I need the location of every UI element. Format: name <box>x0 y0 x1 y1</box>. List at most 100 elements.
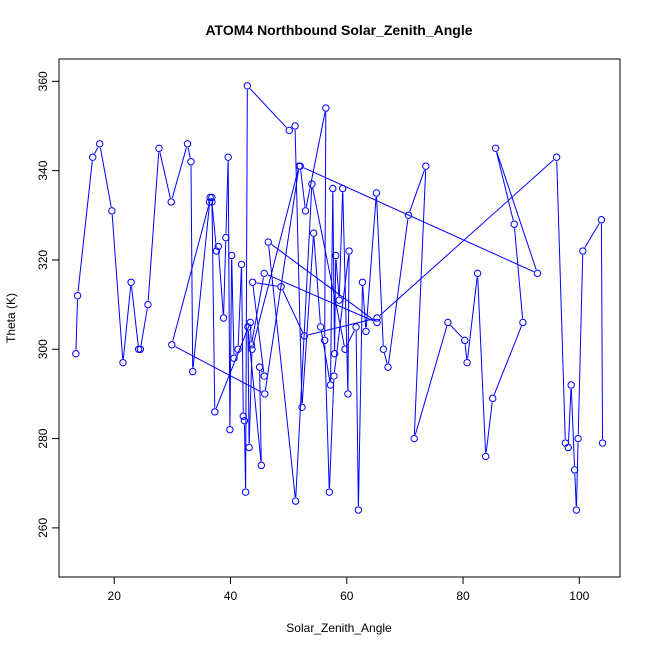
data-point <box>189 367 197 376</box>
series-segment <box>122 286 132 359</box>
data-point <box>362 327 370 336</box>
x-tick-label: 20 <box>108 589 122 603</box>
x-tick-label: 80 <box>456 589 470 603</box>
data-point <box>119 358 127 367</box>
data-point <box>422 162 430 170</box>
data-point <box>224 153 232 161</box>
data-point <box>211 408 219 416</box>
series-segment <box>355 330 359 507</box>
series-segment <box>600 223 604 440</box>
data-point <box>533 269 542 278</box>
data-point <box>572 506 581 514</box>
data-point <box>226 425 234 434</box>
series-segment <box>467 277 478 359</box>
series-segment <box>338 192 344 297</box>
data-point <box>325 488 334 496</box>
series-segment <box>414 326 448 435</box>
data-point <box>208 198 216 206</box>
series-segment <box>312 187 345 346</box>
data-point <box>212 247 221 255</box>
series-segment <box>388 219 409 364</box>
data-point <box>482 452 490 461</box>
data-point <box>205 198 214 206</box>
data-point <box>354 506 363 514</box>
series-segment <box>332 192 336 350</box>
data-point <box>567 381 575 389</box>
series-segment <box>496 152 514 221</box>
data-point <box>240 417 249 425</box>
series-segment <box>295 188 313 498</box>
data-point <box>277 283 285 291</box>
series-segment <box>514 228 524 319</box>
series-segment <box>328 380 335 489</box>
series-segment <box>308 318 374 336</box>
series-segment <box>584 222 600 248</box>
series-segment <box>409 169 425 212</box>
data-point <box>255 363 264 371</box>
data-point <box>301 207 310 215</box>
data-point <box>248 278 257 286</box>
data-point <box>444 318 452 327</box>
series-segment <box>282 290 304 333</box>
data-point <box>491 144 500 153</box>
series-segment <box>570 388 575 466</box>
data-point <box>519 318 527 327</box>
data-point <box>248 345 256 353</box>
series-segment <box>260 370 263 373</box>
data-point <box>234 345 242 353</box>
series-segment <box>159 152 171 199</box>
series-segment <box>413 170 427 435</box>
series-segment <box>252 286 265 373</box>
series-segment <box>301 237 314 404</box>
data-point <box>574 434 582 443</box>
data-point <box>410 434 418 443</box>
series-segment <box>268 246 296 498</box>
series-segment <box>264 170 299 391</box>
series-segment <box>131 286 139 346</box>
x-tick-label: 100 <box>569 589 589 603</box>
data-point <box>239 412 247 420</box>
data-point <box>241 488 250 496</box>
series-segment <box>259 371 262 462</box>
series-segment <box>247 330 262 462</box>
data-point <box>244 323 252 331</box>
data-point <box>463 358 471 367</box>
data-point <box>183 140 192 148</box>
series-segment <box>187 147 191 158</box>
series-segment <box>94 147 99 154</box>
y-tick-label: 320 <box>36 250 50 270</box>
data-point <box>108 207 116 215</box>
series-segment <box>211 205 217 248</box>
data-point <box>341 345 349 353</box>
data-point <box>230 354 238 362</box>
series-segment <box>231 259 235 355</box>
series-segment <box>347 255 350 390</box>
data-point <box>167 198 175 206</box>
series-segment <box>247 330 250 444</box>
y-axis-label: Theta (K) <box>4 293 18 343</box>
series-segment <box>225 161 229 234</box>
series-segment <box>190 165 194 368</box>
data-point <box>208 193 216 202</box>
series-segment <box>305 111 326 208</box>
series-segment <box>496 151 537 270</box>
data-point <box>322 104 330 112</box>
data-point <box>245 443 253 452</box>
data-point <box>326 381 335 389</box>
y-tick-label: 340 <box>36 160 50 180</box>
data-point <box>264 238 272 246</box>
series-segment <box>111 214 124 359</box>
series-segment <box>556 161 566 440</box>
data-point <box>570 466 579 474</box>
series-segment <box>256 282 278 287</box>
series-segment <box>215 325 250 409</box>
data-point <box>309 229 318 237</box>
series-segment <box>175 346 262 393</box>
data-point <box>214 242 222 251</box>
data-point <box>335 296 343 304</box>
series-segment <box>477 277 487 453</box>
series-segment <box>346 330 355 346</box>
data-point <box>136 345 145 353</box>
data-point <box>155 144 163 153</box>
